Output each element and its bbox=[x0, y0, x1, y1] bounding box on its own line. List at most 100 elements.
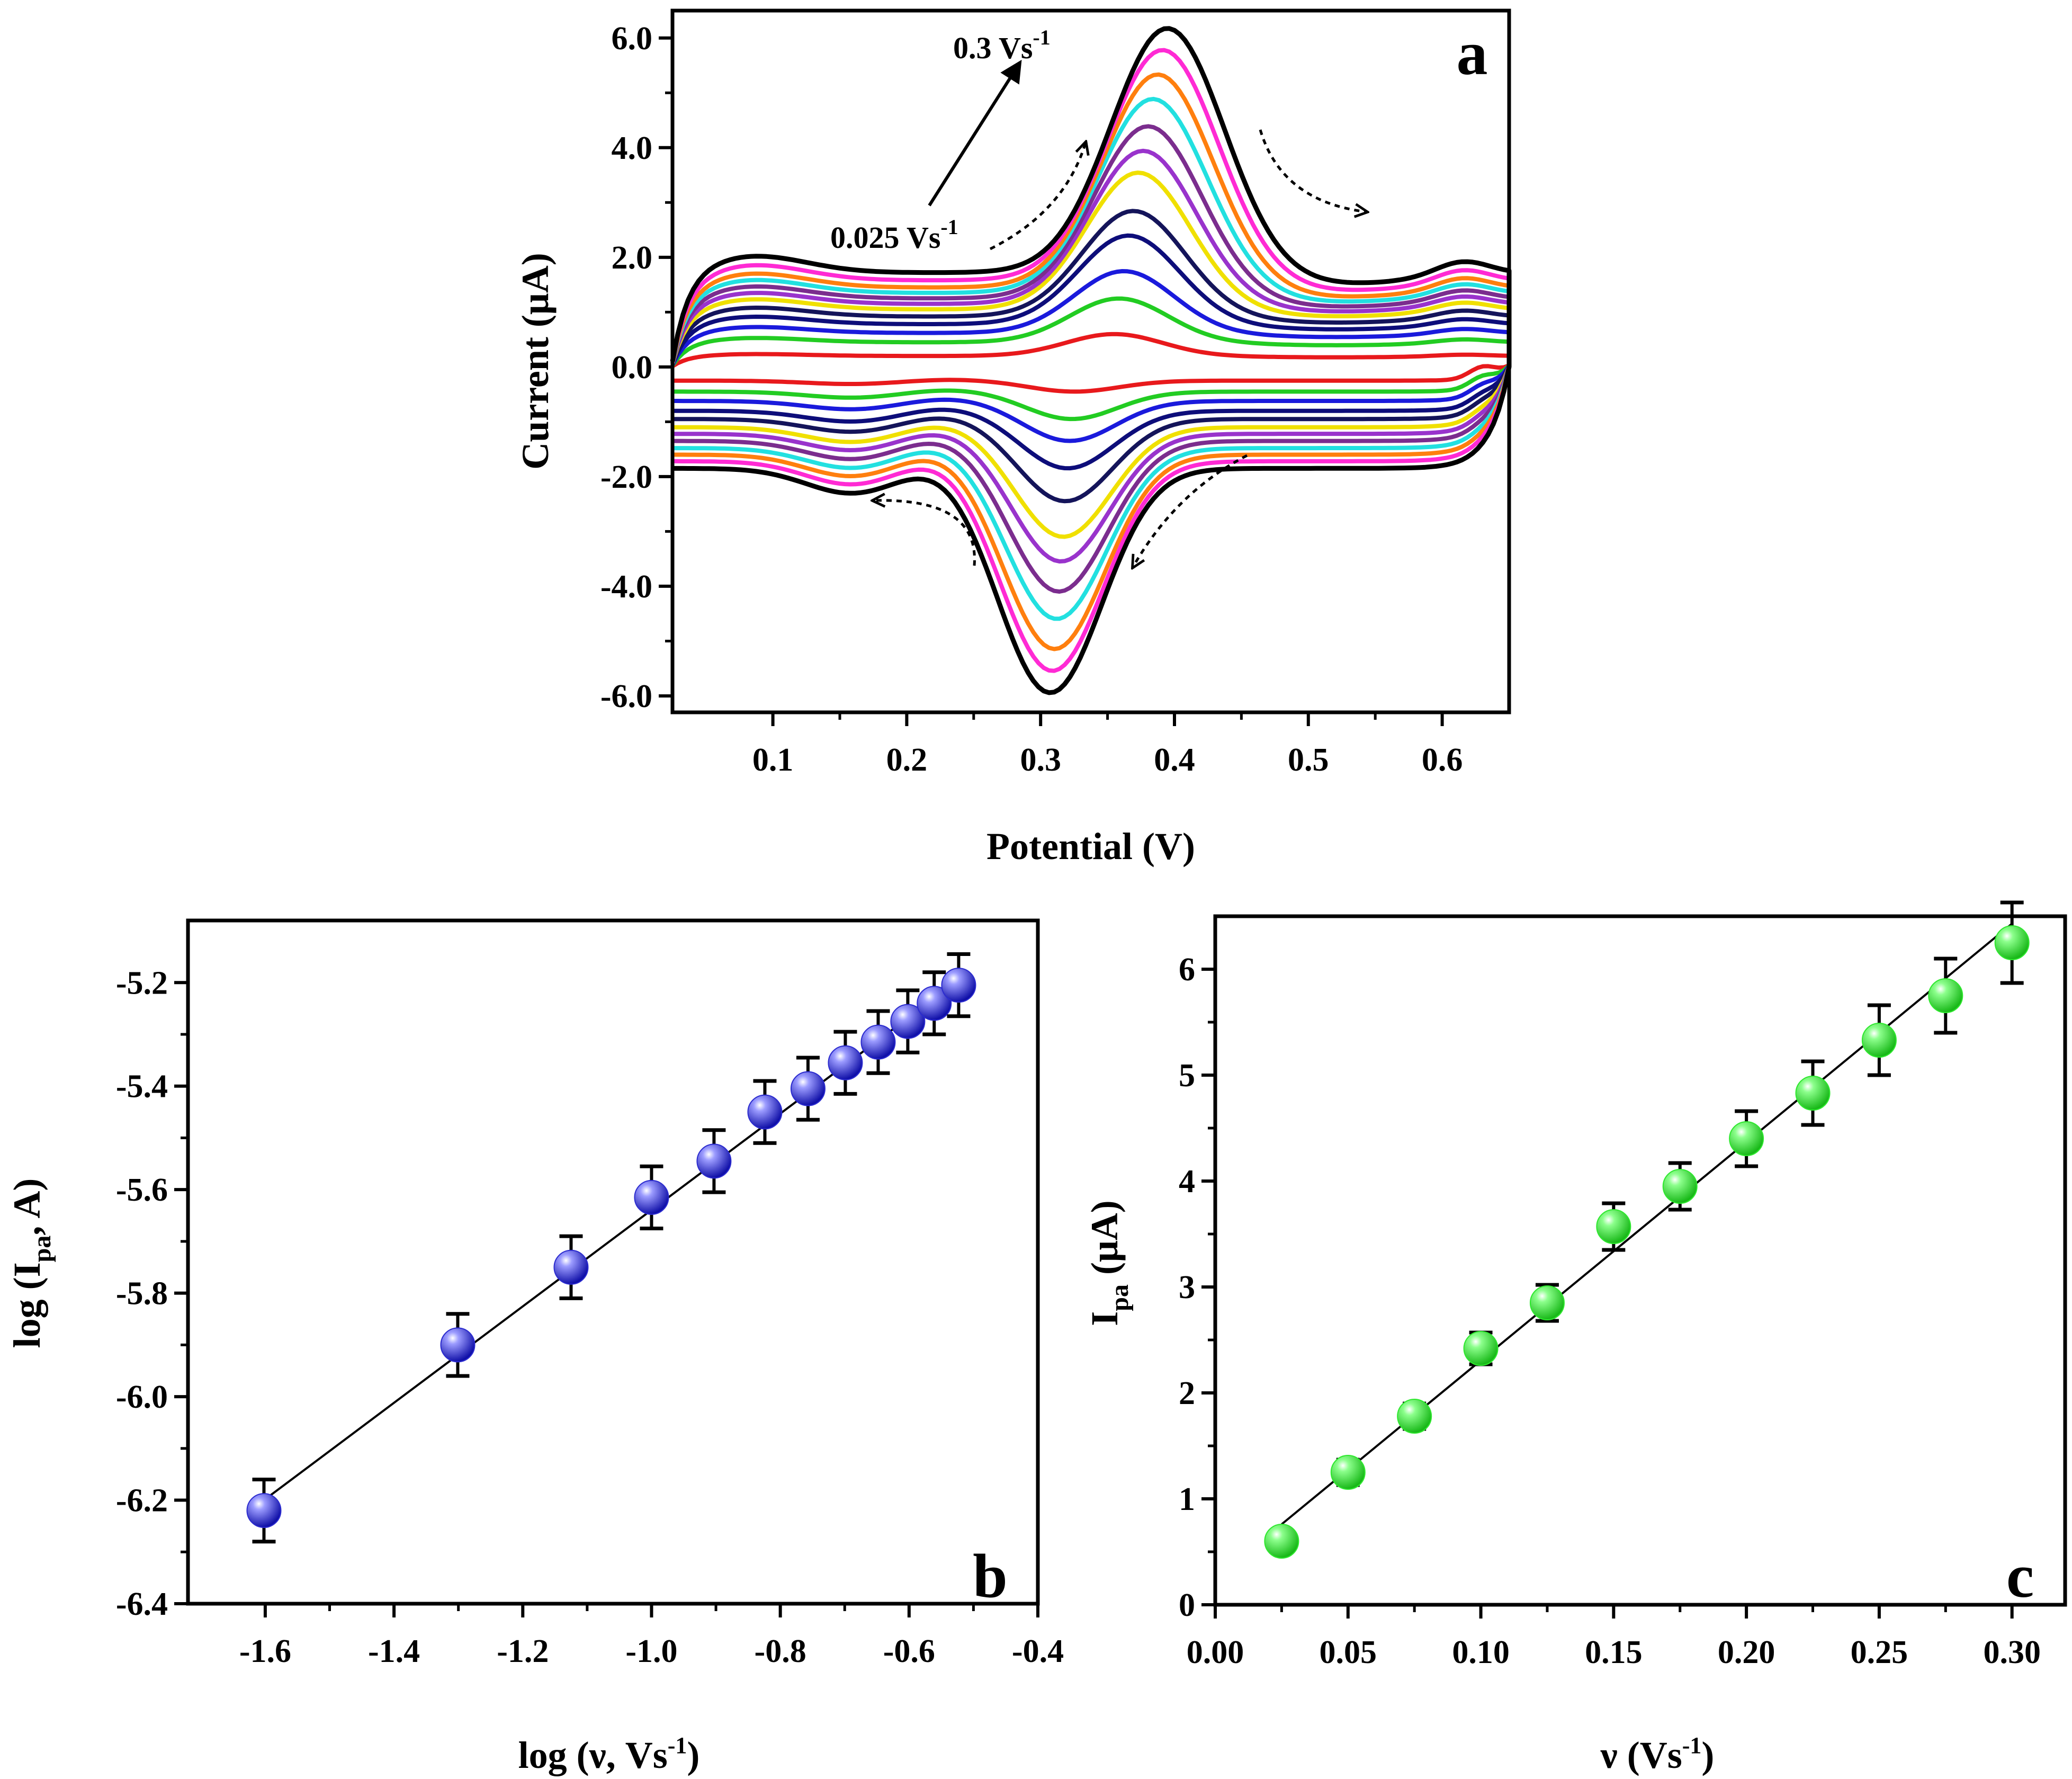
panel-b-y-tick-label: -5.2 bbox=[116, 965, 168, 1001]
panel-b-x-tick-label: -0.8 bbox=[755, 1633, 806, 1669]
panel-b-points bbox=[246, 952, 976, 1544]
panel-c-y-tick-label: 6 bbox=[1179, 952, 1195, 988]
panel-b-y-tick-label: -5.6 bbox=[116, 1172, 168, 1208]
panel-a-x-tick-label: 0.6 bbox=[1422, 742, 1463, 778]
panel-c-x-tick-label: 0.25 bbox=[1851, 1634, 1908, 1670]
panel-b-y-title-part: , A) bbox=[6, 1178, 48, 1236]
panel-a-letter: a bbox=[1457, 19, 1488, 88]
scan-rate-high-base: 0.3 Vs bbox=[953, 31, 1033, 65]
panel-c-x-ticks: 0.00 0.05 0.10 0.15 0.20 0.25 0.30 bbox=[1187, 1605, 2041, 1670]
data-point bbox=[1463, 1331, 1499, 1366]
data-point bbox=[1994, 925, 2030, 960]
panel-a-x-tick-label: 0.5 bbox=[1288, 742, 1329, 778]
panel-c-y-tick-label: 3 bbox=[1179, 1270, 1195, 1306]
scan-rate-high-sup: -1 bbox=[1033, 25, 1050, 49]
cv-curve bbox=[670, 48, 1511, 673]
panel-a-y-tick-label: 0.0 bbox=[612, 350, 653, 386]
panel-b-y-axis-title: log (Ipa, A) bbox=[6, 1178, 56, 1348]
data-point bbox=[1330, 1455, 1366, 1490]
data-point bbox=[1529, 1285, 1565, 1320]
panel-b-y-tick-label: -5.8 bbox=[116, 1276, 168, 1312]
sweep-direction-arrow bbox=[874, 500, 976, 566]
sweep-direction-arrow bbox=[1259, 129, 1366, 212]
panel-a-x-tick-label: 0.3 bbox=[1020, 742, 1061, 778]
panel-a-frame bbox=[670, 8, 1511, 714]
data-point bbox=[1861, 1023, 1897, 1058]
panel-c-x-tick-label: 0.05 bbox=[1320, 1634, 1377, 1670]
panel-b-x-tick-label: -1.4 bbox=[368, 1633, 420, 1669]
panel-c-y-axis-title: Ipa (μA) bbox=[1083, 1200, 1134, 1326]
data-point bbox=[1596, 1209, 1631, 1244]
data-point bbox=[828, 1045, 863, 1080]
panel-c-y-title-mu: μ bbox=[1083, 1240, 1126, 1262]
panel-b-frame bbox=[186, 918, 1040, 1606]
panel-a: 0.1 0.2 0.3 0.4 0.5 0.6 -6.0 -4.0 -2.0 0.0 2.0 4.0… bbox=[514, 8, 1512, 868]
panel-a-y-ticks: -6.0 -4.0 -2.0 0.0 2.0 4.0 6.0 bbox=[600, 21, 672, 714]
panel-a-y-tick-label: 4.0 bbox=[612, 130, 653, 166]
panel-c-x-tick-label: 0.00 bbox=[1187, 1634, 1244, 1670]
panel-c-frame bbox=[1213, 914, 2067, 1607]
panel-b-x-tick-label: -1.2 bbox=[497, 1633, 549, 1669]
data-point bbox=[747, 1094, 783, 1130]
panel-c: 0.00 0.05 0.10 0.15 0.20 0.25 0.30 0 1 2 3 4 5 6 c ν… bbox=[1083, 900, 2067, 1776]
scan-rate-low-sup: -1 bbox=[940, 215, 958, 239]
scan-rate-low-base: 0.025 Vs bbox=[830, 220, 940, 255]
panel-a-y-tick-label: -2.0 bbox=[600, 459, 652, 495]
panel-b-x-title-part: log ( bbox=[518, 1734, 589, 1776]
panel-a-x-ticks: 0.1 0.2 0.3 0.4 0.5 0.6 bbox=[752, 712, 1463, 778]
panel-c-x-title-part: (Vs bbox=[1618, 1734, 1682, 1776]
panel-a-y-tick-label: 6.0 bbox=[612, 21, 653, 57]
scan-rate-high-label: 0.3 Vs-1 bbox=[953, 25, 1051, 65]
panel-b-y-tick-label: -5.4 bbox=[116, 1069, 168, 1105]
data-point bbox=[696, 1143, 732, 1179]
panel-c-letter: c bbox=[2006, 1541, 2034, 1611]
panel-a-y-tick-label: -4.0 bbox=[600, 569, 652, 605]
panel-b-x-tick-label: -1.6 bbox=[239, 1633, 291, 1669]
panel-a-y-title-part: Current ( bbox=[514, 315, 557, 470]
panel-a-x-tick-label: 0.2 bbox=[886, 742, 928, 778]
panel-c-x-axis-title: ν (Vs-1) bbox=[1600, 1732, 1715, 1776]
panel-b-x-title-sup: -1 bbox=[668, 1732, 687, 1758]
sweep-direction-arrow bbox=[989, 143, 1086, 251]
panel-a-y-axis-title: Current (μA) bbox=[514, 253, 557, 469]
panel-c-x-title-sup: -1 bbox=[1682, 1732, 1702, 1758]
scan-rate-direction-arrow bbox=[928, 59, 1022, 207]
data-point bbox=[1928, 978, 1963, 1013]
panel-b-x-axis-title: log (ν, Vs-1) bbox=[518, 1732, 700, 1776]
panel-b-x-tick-label: -0.6 bbox=[883, 1633, 935, 1669]
panel-c-y-title-sub: pa bbox=[1106, 1284, 1134, 1311]
data-point bbox=[890, 1004, 926, 1039]
panel-a-y-title-mu: μ bbox=[514, 293, 557, 315]
panel-c-y-ticks: 0 1 2 3 4 5 6 bbox=[1179, 952, 1215, 1623]
panel-c-y-tick-label: 5 bbox=[1179, 1058, 1195, 1094]
data-point bbox=[1795, 1076, 1831, 1111]
panel-b-x-tick-label: -1.0 bbox=[625, 1633, 677, 1669]
panel-b-x-ticks: -1.6 -1.4 -1.2 -1.0 -0.8 -0.6 -0.4 bbox=[239, 1604, 1064, 1669]
scan-rate-low-label: 0.025 Vs-1 bbox=[830, 215, 958, 255]
panel-a-y-title-part: A) bbox=[514, 253, 557, 293]
panel-c-x-tick-label: 0.30 bbox=[1983, 1634, 2041, 1670]
panel-a-x-tick-label: 0.4 bbox=[1154, 742, 1195, 778]
data-point bbox=[440, 1327, 476, 1363]
panel-b-y-title-sub: pa bbox=[28, 1236, 56, 1263]
data-point bbox=[1662, 1169, 1698, 1204]
panel-b-x-title-part: , Vs bbox=[606, 1734, 668, 1776]
panel-c-y-tick-label: 1 bbox=[1179, 1481, 1195, 1517]
panel-c-y-title-part: I bbox=[1083, 1311, 1126, 1326]
cv-curves-group bbox=[670, 26, 1512, 695]
panel-b-y-tick-label: -6.2 bbox=[116, 1483, 168, 1519]
panel-a-y-tick-label: 2.0 bbox=[612, 240, 653, 276]
data-point bbox=[790, 1071, 826, 1106]
panel-b-y-title-part: log (I bbox=[6, 1262, 48, 1348]
data-point bbox=[246, 1493, 282, 1528]
panel-c-y-tick-label: 2 bbox=[1179, 1375, 1195, 1411]
data-point bbox=[553, 1249, 589, 1285]
panel-c-y-tick-label: 4 bbox=[1179, 1164, 1195, 1200]
panel-c-x-title-nu: ν bbox=[1600, 1734, 1618, 1776]
panel-b-y-tick-label: -6.0 bbox=[116, 1379, 168, 1415]
data-point bbox=[634, 1179, 669, 1215]
panel-b: -1.6 -1.4 -1.2 -1.0 -0.8 -0.6 -0.4 -6.4-6.2-6.… bbox=[6, 918, 1064, 1776]
panel-c-points bbox=[1264, 900, 2030, 1559]
panel-c-x-tick-label: 0.15 bbox=[1585, 1634, 1643, 1670]
